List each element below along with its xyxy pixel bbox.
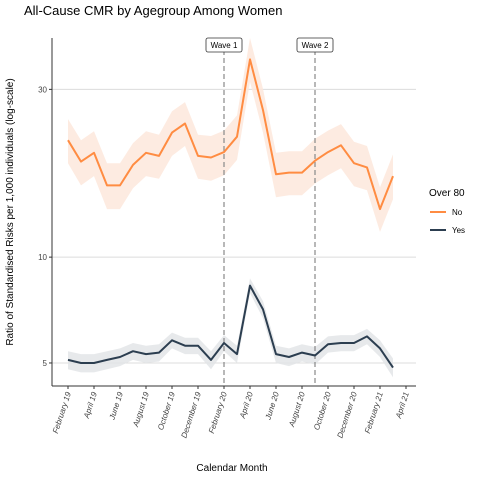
x-tick-label: April 19 (82, 390, 99, 420)
x-tick-label: February 19 (51, 390, 73, 434)
legend-title: Over 80 (429, 188, 465, 199)
x-tick-label: June 19 (107, 390, 125, 421)
y-tick-label: 10 (38, 253, 47, 262)
series-lines (67, 58, 394, 369)
x-ticks: February 19 April 19 June 19 August 19 Octob… (51, 386, 411, 439)
x-tick-label: October 20 (312, 390, 333, 431)
x-tick-label: December 19 (180, 390, 204, 439)
x-tick-label: December 20 (336, 390, 360, 439)
wave-label: Wave 2 (302, 41, 329, 50)
legend-label-yes: Yes (452, 226, 465, 235)
y-tick-label: 30 (38, 85, 47, 94)
band-no (68, 38, 393, 232)
y-tick-label: 5 (43, 359, 48, 368)
x-tick-label: February 21 (363, 391, 385, 435)
x-tick-label: August 19 (131, 390, 151, 429)
band-yes (68, 278, 393, 378)
series-line-yes (67, 284, 394, 369)
x-tick-label: June 20 (263, 390, 281, 421)
x-axis-title: Calendar Month (196, 463, 267, 474)
x-tick-label: April 20 (238, 390, 255, 420)
wave-annotations: Wave 1 Wave 2 (205, 37, 334, 386)
x-tick-label: April 21 (394, 391, 411, 421)
chart-title: All-Cause CMR by Agegroup Among Women (24, 3, 282, 18)
x-tick-label: October 19 (156, 390, 177, 431)
wave-label-box (296, 37, 334, 53)
x-tick-label: August 20 (287, 390, 307, 429)
y-ticks: 5 10 30 (38, 85, 52, 368)
wave-label-box (205, 37, 243, 53)
wave-label: Wave 1 (211, 41, 238, 50)
confidence-bands (68, 38, 393, 378)
y-axis-title: Ratio of Standardised Risks per 1,000 in… (5, 78, 16, 345)
axes (51, 38, 416, 387)
series-line-no (67, 58, 394, 211)
legend-label-no: No (452, 208, 463, 217)
legend: Over 80 No Yes (429, 188, 465, 235)
x-tick-label: February 20 (207, 390, 229, 434)
